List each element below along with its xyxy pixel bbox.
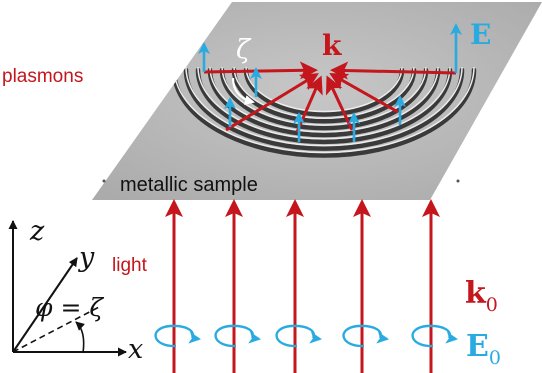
polarization-arrowhead (248, 331, 261, 344)
plasmon-k-arrow (329, 61, 457, 80)
grating-ring-highlight (209, 66, 439, 133)
light-label: light (112, 255, 148, 276)
grating-ring (183, 67, 465, 151)
z-axis-label: z (29, 216, 45, 247)
phi-equals-zeta-label: φ = ζ (35, 293, 104, 322)
grating-ring-highlight (245, 66, 403, 113)
grating-ring-highlight (233, 66, 415, 120)
grating-ring (231, 67, 417, 124)
y-axis-label: y (78, 242, 95, 273)
grating-rings (171, 66, 477, 158)
plasmon-k-arrow (225, 73, 319, 132)
plasmon-e-field-arrows (198, 23, 462, 142)
polarization-arrowhead (376, 331, 389, 344)
grating-ring (219, 67, 429, 131)
zeta-angle-arrow (231, 77, 255, 105)
polarization-arrowhead (309, 331, 322, 344)
circular-polarization-row (154, 324, 458, 348)
grating-ring-highlight (197, 66, 451, 140)
circular-arrow-icon (342, 324, 389, 348)
phi-angle-arc (75, 321, 85, 354)
E-label: E (470, 18, 491, 51)
grating-ring (207, 67, 441, 138)
polarization-arrowhead (188, 331, 201, 344)
zeta-label: ζ (236, 35, 252, 65)
grating-ring (243, 67, 405, 117)
coordinate-axes: z y x φ = ζ (8, 216, 143, 365)
phi-direction-line (12, 306, 100, 353)
circular-arrow-icon (154, 324, 201, 348)
grating-ring (171, 67, 477, 158)
y-axis (12, 257, 78, 353)
x-axis-label: x (128, 334, 143, 365)
plasmon-k-arrow (329, 72, 399, 114)
metallic-sample-label: metallic sample (120, 174, 258, 196)
plasmons-label: plasmons (2, 66, 83, 87)
circular-arrow-icon (411, 324, 458, 348)
k0-label: k0 (465, 276, 498, 316)
grating-ring-highlight (221, 66, 427, 126)
polarization-arrowhead (445, 331, 458, 344)
grating-ring-highlight (185, 66, 463, 147)
grating-ring (195, 67, 453, 145)
plasmon-k-arrow (203, 61, 319, 80)
circular-arrow-icon (275, 324, 322, 348)
grating-ring-highlight (173, 66, 475, 154)
k-label: k (322, 29, 342, 62)
E0-label: E0 (466, 329, 501, 369)
circular-arrow-icon (214, 324, 261, 348)
incident-light-arrows (165, 199, 440, 373)
